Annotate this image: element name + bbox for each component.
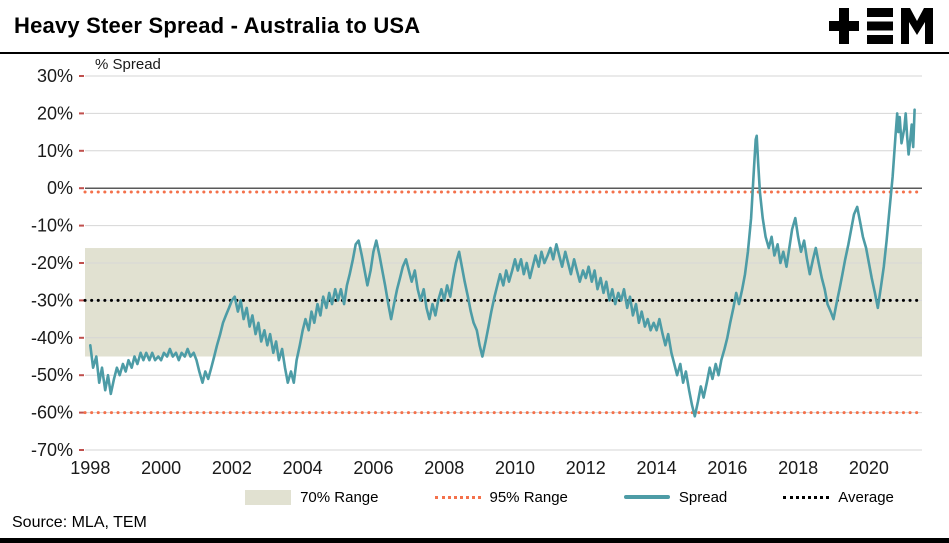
y-tick-label: -50% [31, 365, 73, 385]
logo-glyphs [829, 8, 933, 44]
x-tick-label: 2016 [707, 458, 747, 478]
band-70-range [85, 248, 922, 357]
legend-item-70-range: 70% Range [245, 488, 379, 506]
legend-label-95-range: 95% Range [489, 488, 568, 506]
legend-item-95-range: 95% Range [434, 488, 568, 506]
legend-item-average: Average [783, 489, 894, 506]
legend-item-spread: Spread [623, 488, 728, 506]
logo-bar-top [867, 8, 893, 17]
logo-plus-vertical [839, 8, 849, 44]
x-tick-label: 2006 [353, 458, 393, 478]
source-note: Source: MLA, TEM [12, 514, 147, 531]
x-tick-label: 2008 [424, 458, 464, 478]
x-tick-label: 2018 [778, 458, 818, 478]
y-tick-label: -70% [31, 440, 73, 460]
y-tick-label: -40% [31, 328, 73, 348]
y-tick-label: -20% [31, 253, 73, 273]
logo-bar-bottom [867, 35, 893, 44]
x-tick-label: 2000 [141, 458, 181, 478]
y-tick-label: 0% [47, 178, 73, 198]
chart-title: Heavy Steer Spread - Australia to USA [14, 13, 421, 38]
y-tick-label: -60% [31, 403, 73, 423]
chart-legend: 70% Range 95% Range Spread Average [0, 484, 949, 510]
spread-line [89, 108, 916, 418]
legend-swatch-95-range [434, 495, 481, 499]
x-tick-label: 2014 [637, 458, 677, 478]
y-tick-label: 20% [37, 103, 73, 123]
legend-swatch-70-range [245, 489, 292, 505]
tem-logo [829, 8, 933, 44]
x-tick-label: 2010 [495, 458, 535, 478]
legend-swatch-average [783, 495, 830, 499]
y-tick-label: -10% [31, 216, 73, 236]
y-tick-label: 10% [37, 141, 73, 161]
logo-m-glyph [901, 8, 933, 44]
spread-chart: 30% 20% 10% 0% -10% -20% -30% -40% -50% -60% -70%1… [31, 56, 924, 478]
legend-swatch-spread [623, 495, 670, 499]
chart-area: 30% 20% 10% 0% -10% -20% -30% -40% -50% -60% -70% 1… [0, 54, 949, 484]
y-axis-title: % Spread [95, 56, 161, 73]
x-tick-label: 2002 [212, 458, 252, 478]
x-tick-label: 2004 [283, 458, 323, 478]
logo-bar-middle [867, 21, 893, 31]
y-tick-label: 30% [37, 66, 73, 86]
y-tick-label: -30% [31, 290, 73, 310]
legend-label-spread: Spread [678, 488, 728, 506]
x-tick-label: 1998 [70, 458, 110, 478]
x-tick-label: 2012 [566, 458, 606, 478]
legend-label-average: Average [838, 488, 894, 506]
header: Heavy Steer Spread - Australia to USA [0, 0, 949, 54]
x-tick-label: 2020 [849, 458, 889, 478]
legend-label-70-range: 70% Range [300, 488, 379, 506]
